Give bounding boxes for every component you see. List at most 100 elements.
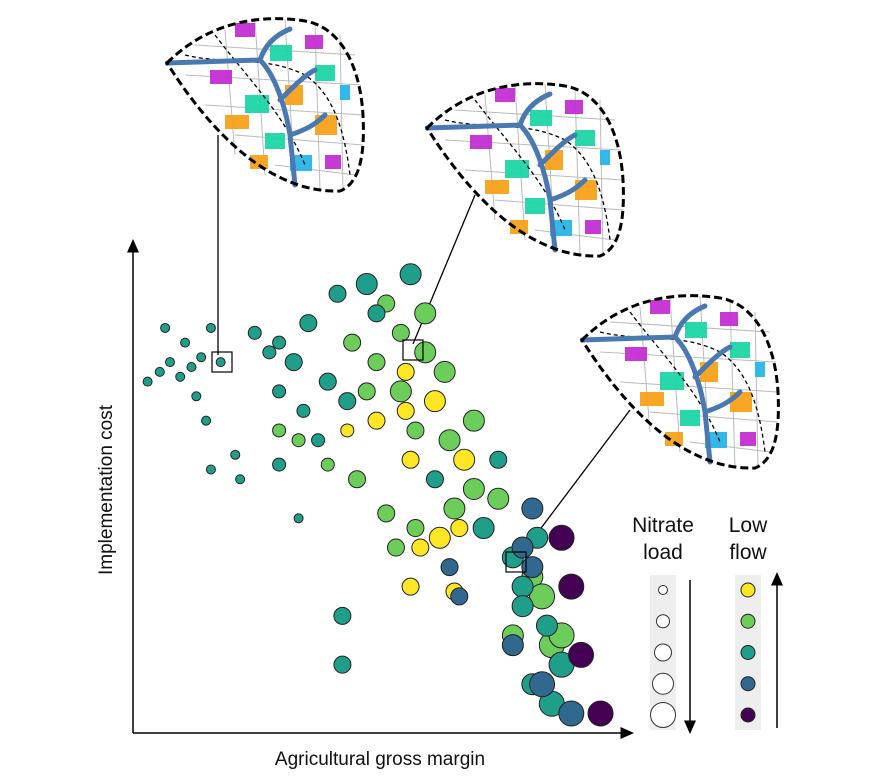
size-legend-mark (654, 643, 672, 662)
point (428, 526, 451, 549)
point (205, 322, 216, 333)
point (165, 357, 176, 368)
color-legend-mark (740, 645, 756, 660)
point (272, 423, 287, 438)
point (399, 263, 422, 286)
point (440, 558, 459, 577)
point (272, 457, 287, 472)
color-legend-title: Low flow (728, 514, 768, 564)
point (558, 573, 585, 600)
point (230, 449, 241, 460)
point (423, 390, 446, 413)
point (291, 433, 306, 448)
point (333, 655, 352, 674)
point (191, 391, 202, 402)
point (548, 524, 575, 551)
size-legend-mark (656, 614, 670, 629)
point (338, 392, 357, 411)
point (311, 433, 326, 448)
point (386, 538, 405, 557)
point (511, 595, 534, 618)
point (318, 372, 337, 391)
point (142, 376, 153, 387)
point (411, 538, 430, 557)
point (272, 335, 287, 350)
point (160, 322, 171, 333)
point (320, 457, 335, 472)
point (443, 497, 466, 520)
point (401, 577, 420, 596)
point (333, 606, 352, 625)
point (521, 556, 544, 579)
point (389, 380, 412, 403)
map-inset (167, 19, 363, 191)
point (175, 371, 186, 382)
point (450, 519, 469, 538)
point (272, 384, 287, 399)
point (511, 575, 534, 598)
color-legend-mark (740, 707, 756, 723)
point (215, 357, 226, 368)
color-legend-mark (740, 582, 756, 598)
point (247, 325, 262, 340)
color-legend-mark (740, 613, 756, 629)
point (377, 504, 396, 523)
map-inset (427, 84, 623, 256)
point (357, 382, 376, 401)
point (425, 470, 444, 489)
point (348, 470, 367, 489)
size-legend-mark (650, 702, 676, 728)
point (284, 353, 303, 372)
size-legend-title: Nitrate load (632, 514, 694, 564)
highlight-boxes (211, 339, 527, 573)
color-legend-mark (740, 676, 756, 692)
point (462, 478, 485, 500)
point (396, 362, 415, 381)
point (299, 314, 318, 333)
point (450, 587, 469, 606)
point (438, 429, 461, 452)
map-inset (582, 296, 778, 468)
point (401, 450, 420, 469)
point (529, 583, 556, 610)
point (201, 415, 212, 426)
y-axis-label: Implementation cost (96, 404, 117, 575)
point (472, 517, 495, 540)
size-legend-mark (658, 585, 668, 595)
point (535, 614, 558, 637)
point (587, 700, 614, 727)
point (196, 352, 207, 363)
point (462, 409, 485, 432)
size-legend-mark (652, 672, 674, 695)
point (328, 284, 347, 303)
point (487, 487, 510, 510)
point (391, 323, 410, 342)
point (529, 671, 556, 698)
point (296, 403, 311, 418)
point (343, 333, 362, 352)
point (367, 304, 386, 323)
point (414, 302, 437, 325)
point (501, 634, 524, 657)
x-axis-label: Agricultural gross margin (275, 749, 485, 770)
point (154, 366, 165, 377)
point (367, 411, 386, 430)
point (406, 421, 425, 440)
point (453, 448, 476, 471)
point (180, 337, 191, 348)
point (367, 353, 386, 372)
point (489, 450, 508, 469)
point (396, 401, 415, 420)
point (521, 497, 544, 520)
point (355, 273, 378, 296)
point (293, 513, 304, 524)
point (186, 362, 197, 372)
point (235, 474, 246, 485)
point (511, 536, 534, 559)
point (414, 341, 437, 364)
point (262, 345, 277, 360)
point (406, 519, 425, 538)
point (205, 464, 216, 475)
